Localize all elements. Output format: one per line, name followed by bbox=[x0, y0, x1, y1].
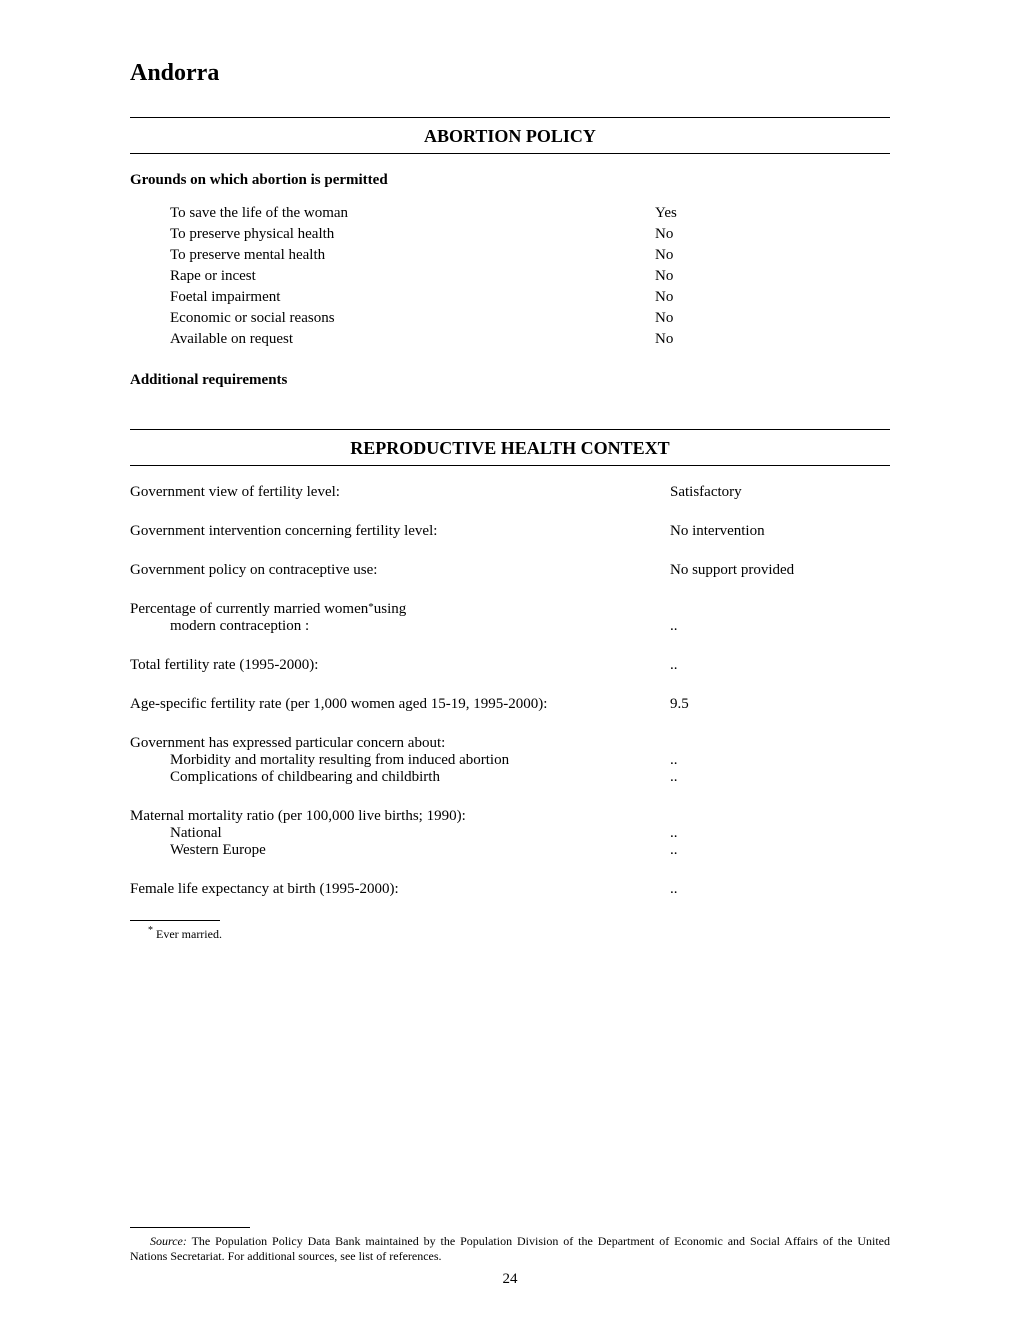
concern-label: Morbidity and mortality resulting from i… bbox=[170, 752, 509, 768]
grounds-row: Economic or social reasons No bbox=[170, 308, 890, 329]
grounds-value: No bbox=[655, 245, 890, 266]
grounds-row: To preserve physical health No bbox=[170, 224, 890, 245]
context-value: Satisfactory bbox=[670, 484, 890, 501]
context-label-line2: modern contraception : bbox=[130, 618, 670, 635]
section-heading-reproductive-health: REPRODUCTIVE HEALTH CONTEXT bbox=[130, 430, 890, 466]
grounds-row: Foetal impairment No bbox=[170, 287, 890, 308]
mmr-title: Maternal mortality ratio (per 100,000 li… bbox=[130, 808, 890, 825]
additional-requirements-heading: Additional requirements bbox=[130, 372, 890, 389]
concern-label: Complications of childbearing and childb… bbox=[170, 769, 440, 785]
source-label: Source: bbox=[150, 1234, 187, 1248]
context-value: 9.5 bbox=[670, 696, 890, 713]
context-value: No intervention bbox=[670, 523, 890, 540]
source-text: Source: The Population Policy Data Bank … bbox=[130, 1234, 890, 1265]
context-row: Government view of fertility level: Sati… bbox=[130, 484, 890, 501]
source-body: The Population Policy Data Bank maintain… bbox=[130, 1234, 890, 1264]
footnote-rule bbox=[130, 920, 220, 921]
context-value: .. bbox=[670, 842, 890, 859]
grounds-label: Economic or social reasons bbox=[170, 308, 655, 329]
grounds-value: No bbox=[655, 329, 890, 350]
context-group-concern: Government has expressed particular conc… bbox=[130, 735, 890, 786]
grounds-row: To save the life of the woman Yes bbox=[170, 203, 890, 224]
context-label: Age-specific fertility rate (per 1,000 w… bbox=[130, 696, 670, 713]
grounds-row: To preserve mental health No bbox=[170, 245, 890, 266]
grounds-heading: Grounds on which abortion is permitted bbox=[130, 172, 890, 189]
context-label: Government view of fertility level: bbox=[130, 484, 670, 501]
context-block: Government view of fertility level: Sati… bbox=[130, 484, 890, 898]
context-group-contraception: Percentage of currently married women* u… bbox=[130, 601, 890, 635]
page-number: 24 bbox=[0, 1271, 1020, 1288]
context-label: Western Europe bbox=[130, 842, 670, 859]
context-value: .. bbox=[670, 769, 890, 786]
context-label-line1: Percentage of currently married women* u… bbox=[130, 601, 890, 618]
grounds-label: To preserve physical health bbox=[170, 224, 655, 245]
context-value: .. bbox=[670, 618, 890, 635]
context-value: .. bbox=[670, 825, 890, 842]
grounds-label: Rape or incest bbox=[170, 266, 655, 287]
context-row: Female life expectancy at birth (1995-20… bbox=[130, 881, 890, 898]
context-label: Government policy on contraceptive use: bbox=[130, 562, 670, 579]
grounds-value: No bbox=[655, 224, 890, 245]
context-row: Total fertility rate (1995-2000): .. bbox=[130, 657, 890, 674]
grounds-label: To preserve mental health bbox=[170, 245, 655, 266]
context-label: Complications of childbearing and childb… bbox=[130, 769, 670, 786]
context-value: .. bbox=[670, 752, 890, 769]
pct-label-part1: Percentage of currently married women bbox=[130, 601, 368, 618]
source-rule bbox=[130, 1227, 250, 1228]
footnote: * Ever married. bbox=[148, 925, 890, 942]
grounds-row: Available on request No bbox=[170, 329, 890, 350]
pct-label-using: using bbox=[374, 601, 407, 618]
grounds-value: Yes bbox=[655, 203, 890, 224]
country-title: Andorra bbox=[130, 60, 890, 87]
grounds-row: Rape or incest No bbox=[170, 266, 890, 287]
grounds-label: Foetal impairment bbox=[170, 287, 655, 308]
context-subrow: Western Europe .. bbox=[130, 842, 890, 859]
grounds-value: No bbox=[655, 287, 890, 308]
context-subrow: Morbidity and mortality resulting from i… bbox=[130, 752, 890, 769]
context-subrow: Complications of childbearing and childb… bbox=[130, 769, 890, 786]
context-label: Total fertility rate (1995-2000): bbox=[130, 657, 670, 674]
context-row: Government policy on contraceptive use: … bbox=[130, 562, 890, 579]
grounds-value: No bbox=[655, 308, 890, 329]
context-label: Female life expectancy at birth (1995-20… bbox=[130, 881, 670, 898]
footnote-text: Ever married. bbox=[153, 927, 222, 941]
context-value: No support provided bbox=[670, 562, 890, 579]
context-label: Government intervention concerning ferti… bbox=[130, 523, 670, 540]
context-label: Morbidity and mortality resulting from i… bbox=[130, 752, 670, 769]
document-page: Andorra ABORTION POLICY Grounds on which… bbox=[0, 0, 1020, 1320]
context-value: .. bbox=[670, 657, 890, 674]
grounds-list: To save the life of the woman Yes To pre… bbox=[170, 203, 890, 350]
context-subrow: modern contraception : .. bbox=[130, 618, 890, 635]
mmr-label: Western Europe bbox=[170, 842, 266, 858]
context-label: National bbox=[130, 825, 670, 842]
context-row: Age-specific fertility rate (per 1,000 w… bbox=[130, 696, 890, 713]
grounds-label: Available on request bbox=[170, 329, 655, 350]
grounds-label: To save the life of the woman bbox=[170, 203, 655, 224]
source-block: Source: The Population Policy Data Bank … bbox=[130, 1227, 890, 1265]
context-group-mmr: Maternal mortality ratio (per 100,000 li… bbox=[130, 808, 890, 859]
concern-title: Government has expressed particular conc… bbox=[130, 735, 890, 752]
section-heading-abortion-policy: ABORTION POLICY bbox=[130, 118, 890, 154]
mmr-label: National bbox=[170, 825, 222, 841]
grounds-value: No bbox=[655, 266, 890, 287]
context-value: .. bbox=[670, 881, 890, 898]
pct-label-part2: modern contraception : bbox=[170, 618, 309, 634]
context-row: Government intervention concerning ferti… bbox=[130, 523, 890, 540]
context-subrow: National .. bbox=[130, 825, 890, 842]
